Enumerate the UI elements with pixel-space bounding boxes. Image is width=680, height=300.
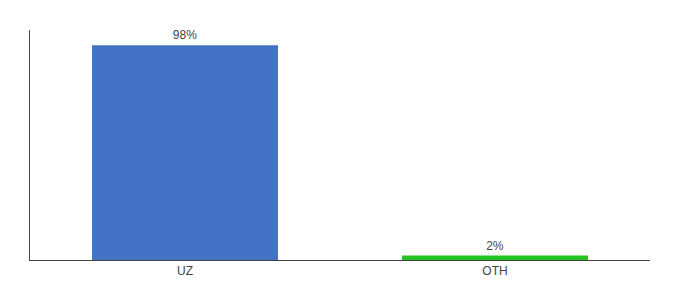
svg-text:UZ: UZ [177,264,193,278]
svg-text:OTH: OTH [482,264,507,278]
svg-text:2%: 2% [486,239,504,253]
svg-text:98%: 98% [173,28,197,42]
